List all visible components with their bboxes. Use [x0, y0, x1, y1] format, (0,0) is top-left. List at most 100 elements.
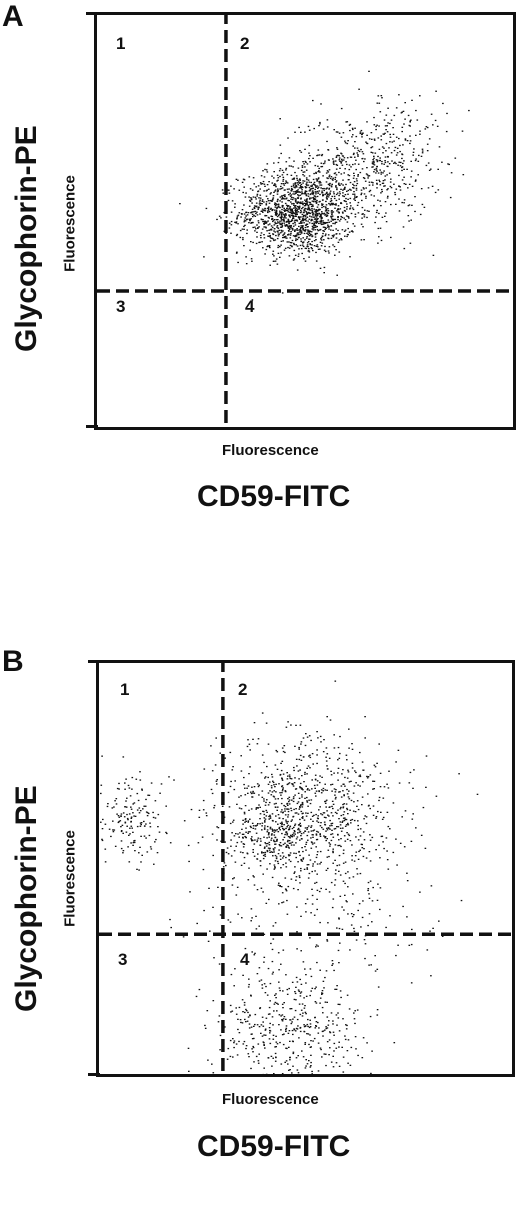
- event-dot: [324, 229, 326, 230]
- event-dot: [376, 166, 378, 167]
- event-dot: [294, 207, 296, 208]
- event-dot: [477, 794, 479, 795]
- event-dot: [274, 829, 276, 830]
- event-dot: [266, 230, 268, 231]
- event-dot: [362, 151, 364, 152]
- event-dot: [319, 970, 321, 971]
- event-dot: [339, 1004, 341, 1005]
- event-dot: [315, 193, 317, 194]
- event-dot: [399, 210, 401, 211]
- event-dot: [269, 223, 271, 224]
- event-dot: [273, 261, 275, 262]
- event-dot: [249, 831, 251, 832]
- event-dot: [306, 182, 308, 183]
- event-dot: [338, 962, 340, 963]
- event-dot: [355, 216, 357, 217]
- event-dot: [357, 820, 359, 821]
- event-dot: [264, 184, 266, 185]
- event-dot: [307, 1019, 309, 1020]
- event-dot: [234, 1040, 236, 1041]
- event-dot: [281, 219, 283, 220]
- event-dot: [366, 1042, 368, 1043]
- event-dot: [219, 963, 221, 964]
- event-dot: [298, 747, 300, 748]
- event-dot: [300, 835, 302, 836]
- event-dot: [129, 833, 131, 834]
- event-dot: [376, 187, 378, 188]
- event-dot: [283, 223, 285, 224]
- event-dot: [318, 149, 320, 150]
- event-dot: [277, 1004, 279, 1005]
- event-dot: [240, 755, 242, 756]
- event-dot: [289, 165, 291, 166]
- event-dot: [324, 812, 326, 813]
- event-dot: [340, 838, 342, 839]
- event-dot: [343, 218, 345, 219]
- event-dot: [419, 134, 421, 135]
- event-dot: [333, 161, 335, 162]
- event-dot: [241, 829, 243, 830]
- event-dot: [305, 216, 307, 217]
- event-dot: [265, 986, 267, 987]
- event-dot: [338, 1004, 340, 1005]
- event-dot: [316, 791, 318, 792]
- event-dot: [321, 224, 323, 225]
- event-dot: [307, 869, 309, 870]
- event-dot: [425, 128, 427, 129]
- event-dot: [179, 203, 181, 204]
- event-dot: [309, 216, 311, 217]
- event-dot: [279, 844, 281, 845]
- event-dot: [253, 196, 255, 197]
- event-dot: [263, 1026, 265, 1027]
- event-dot: [323, 190, 325, 191]
- event-dot: [408, 215, 410, 216]
- event-dot: [387, 161, 389, 162]
- event-dot: [271, 176, 273, 177]
- event-dot: [320, 214, 322, 215]
- event-dot: [305, 194, 307, 195]
- event-dot: [304, 132, 306, 133]
- event-dot: [321, 211, 323, 212]
- event-dot: [121, 840, 123, 841]
- event-dot: [339, 159, 341, 160]
- event-dot: [297, 245, 299, 246]
- event-dot: [300, 132, 302, 133]
- event-dot: [315, 1027, 317, 1028]
- event-dot: [366, 167, 368, 168]
- event-dot: [282, 240, 284, 241]
- event-dot: [297, 1019, 299, 1020]
- event-dot: [267, 246, 269, 247]
- event-dot: [310, 968, 312, 969]
- event-dot: [339, 1030, 341, 1031]
- event-dot: [296, 788, 298, 789]
- event-dot: [259, 188, 261, 189]
- event-dot: [263, 226, 265, 227]
- event-dot: [331, 1012, 333, 1013]
- event-dot: [159, 832, 161, 833]
- event-dot: [299, 208, 301, 209]
- event-dot: [332, 230, 334, 231]
- event-dot: [344, 786, 346, 787]
- event-dot: [170, 927, 172, 928]
- event-dot: [262, 170, 264, 171]
- event-dot: [130, 821, 132, 822]
- event-dot: [412, 186, 414, 187]
- event-dot: [293, 187, 295, 188]
- event-dot: [264, 983, 266, 984]
- event-dot: [169, 919, 171, 920]
- event-dot: [206, 208, 208, 209]
- event-dot: [404, 199, 406, 200]
- event-dot: [289, 223, 291, 224]
- event-dot: [277, 247, 279, 248]
- event-dot: [140, 823, 142, 824]
- event-dot: [310, 234, 312, 235]
- event-dot: [255, 916, 257, 917]
- event-dot: [158, 814, 160, 815]
- event-dot: [301, 186, 303, 187]
- event-dot: [282, 1004, 284, 1005]
- event-dot: [259, 818, 261, 819]
- event-dot: [333, 191, 335, 192]
- event-dot: [138, 800, 140, 801]
- event-dot: [338, 1042, 340, 1043]
- event-dot: [236, 221, 238, 222]
